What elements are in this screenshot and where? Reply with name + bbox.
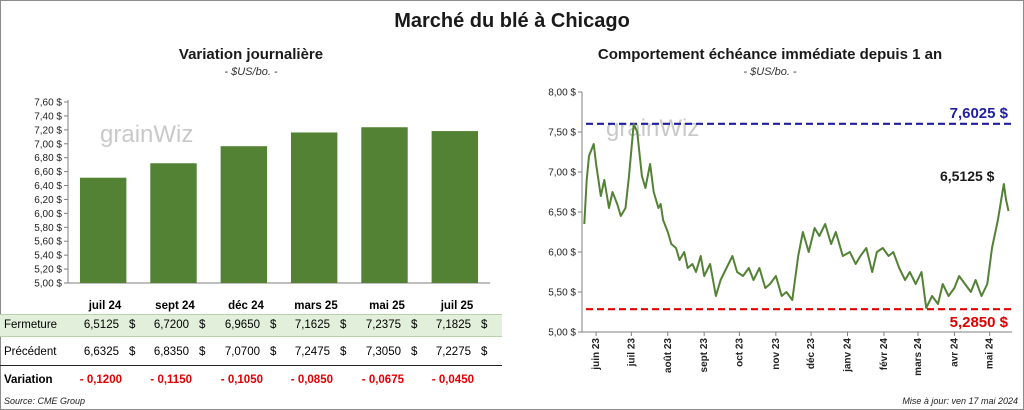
x-tick-label: juil 23 — [626, 338, 637, 368]
fermeture-value: 7,2375 — [365, 319, 401, 331]
y-tick-label: 5,80 $ — [34, 223, 62, 234]
variation-value: - 0,1050 — [220, 374, 263, 386]
currency-sign: $ — [270, 319, 277, 331]
line-chart-subtitle: - $US/bo. - — [743, 66, 797, 78]
month-header: juil 25 — [440, 300, 474, 312]
variation-label: Variation — [4, 374, 53, 386]
currency-sign: $ — [481, 346, 488, 358]
bar — [290, 132, 338, 283]
table-divider — [0, 365, 502, 366]
currency-sign: $ — [481, 319, 488, 331]
currency-sign: $ — [129, 319, 136, 331]
bar-chart-title: Variation journalière — [178, 46, 324, 63]
high-label: 7,6025 $ — [950, 105, 1009, 122]
y-tick-label: 8,00 $ — [548, 88, 576, 99]
y-tick-label: 5,00 $ — [34, 279, 62, 290]
bar — [361, 127, 408, 283]
page-title: Marché du blé à Chicago — [394, 10, 630, 32]
currency-sign: $ — [129, 346, 136, 358]
x-tick-label: juin 23 — [591, 338, 602, 371]
precedent-value: 7,0700 — [224, 346, 260, 358]
y-tick-label: 6,00 $ — [548, 248, 576, 259]
last-price-label: 6,5125 $ — [940, 168, 995, 184]
month-header: mai 25 — [369, 300, 405, 312]
precedent-value: 7,3050 — [365, 346, 401, 358]
month-header: sept 24 — [155, 300, 195, 312]
price-series-line — [583, 123, 1010, 309]
variation-value: - 0,0850 — [290, 374, 333, 386]
y-tick-label: 7,50 $ — [548, 128, 576, 139]
bar-chart-subtitle: - $US/bo. - — [224, 66, 278, 78]
currency-sign: $ — [199, 346, 206, 358]
y-tick-label: 7,40 $ — [34, 111, 62, 122]
x-tick-label: sept 23 — [699, 338, 710, 373]
fermeture-value: 7,1825 — [435, 319, 471, 331]
precedent-value: 6,6325 — [83, 346, 119, 358]
bar — [150, 163, 197, 283]
table-header-row: juil 24 sept 24 déc 24 mars 25 mai 25 ju… — [0, 296, 502, 317]
fermeture-value: 6,5125 — [83, 319, 119, 331]
currency-sign: $ — [411, 346, 418, 358]
fermeture-value: 7,1625 — [294, 319, 330, 331]
update-note: Mise à jour: ven 17 mai 2024 — [902, 396, 1018, 406]
y-tick-label: 5,20 $ — [34, 265, 62, 276]
x-tick-label: août 23 — [663, 338, 674, 373]
precedent-value: 7,2275 — [435, 346, 471, 358]
precedent-value: 7,2475 — [294, 346, 330, 358]
y-tick-label: 5,00 $ — [548, 328, 576, 339]
bar-chart-watermark: grainWiz — [100, 121, 193, 148]
x-tick-label: janv 24 — [843, 338, 854, 373]
bar-chart: grainWiz 5,00 $ 5,20 $ 5,40 $ 5,60 $ 5,80 $ 6… — [34, 98, 490, 290]
precedent-value: 6,8350 — [153, 346, 189, 358]
table-row-precedent: Précédent 6,6325 $ 6,8350 $ 7,0700 $ 7,2475… — [0, 342, 502, 363]
x-tick-label: nov 23 — [771, 338, 782, 370]
currency-sign: $ — [411, 319, 418, 331]
line-chart: grainWiz 5,00 $ 5,50 $ 6,00 $ 6,50 $ 7,00 $ 7… — [548, 88, 1012, 376]
bar — [431, 131, 479, 283]
variation-value: - 0,0675 — [361, 374, 404, 386]
fermeture-label: Fermeture — [4, 319, 58, 331]
bar — [220, 146, 268, 283]
variation-value: - 0,0450 — [431, 374, 474, 386]
month-header: juil 24 — [88, 300, 122, 312]
y-tick-label: 7,00 $ — [548, 168, 576, 179]
currency-sign: $ — [270, 346, 277, 358]
bar — [79, 177, 127, 283]
table-row-variation: Variation - 0,1200 - 0,1150 - 0,1050 - 0… — [0, 370, 502, 391]
currency-sign: $ — [340, 346, 347, 358]
y-tick-label: 5,40 $ — [34, 251, 62, 262]
month-header: déc 24 — [228, 300, 264, 312]
variation-value: - 0,1200 — [79, 374, 122, 386]
source-note: Source: CME Group — [4, 396, 86, 406]
y-tick-label: 5,50 $ — [548, 288, 576, 299]
y-tick-label: 6,80 $ — [34, 153, 62, 164]
y-tick-label: 7,20 $ — [34, 125, 62, 136]
y-tick-label: 6,20 $ — [34, 195, 62, 206]
x-tick-label: avr 24 — [949, 338, 960, 367]
y-tick-label: 6,60 $ — [34, 167, 62, 178]
variation-value: - 0,1150 — [150, 374, 192, 386]
x-tick-label: mars 24 — [913, 338, 924, 376]
x-tick-label: oct 23 — [734, 338, 745, 367]
y-tick-label: 7,00 $ — [34, 139, 62, 150]
x-tick-label: mai 24 — [985, 338, 996, 370]
fermeture-value: 6,7200 — [153, 319, 189, 331]
y-tick-label: 5,60 $ — [34, 237, 62, 248]
precedent-label: Précédent — [4, 346, 57, 358]
y-tick-label: 6,00 $ — [34, 209, 62, 220]
y-tick-label: 7,60 $ — [34, 98, 62, 109]
y-tick-label: 6,40 $ — [34, 181, 62, 192]
currency-sign: $ — [199, 319, 206, 331]
month-header: mars 25 — [294, 300, 338, 312]
low-label: 5,2850 $ — [950, 314, 1009, 331]
line-chart-title: Comportement échéance immédiate depuis 1… — [597, 46, 943, 63]
x-tick-label: déc 23 — [806, 338, 817, 370]
x-tick-label: févr 24 — [879, 338, 890, 371]
y-tick-label: 6,50 $ — [548, 208, 576, 219]
fermeture-value: 6,9650 — [224, 319, 260, 331]
table-row-fermeture: Fermeture 6,5125 $ 6,7200 $ 6,9650 $ 7,1625… — [0, 314, 502, 337]
line-chart-watermark: grainWiz — [606, 115, 699, 142]
currency-sign: $ — [340, 319, 347, 331]
